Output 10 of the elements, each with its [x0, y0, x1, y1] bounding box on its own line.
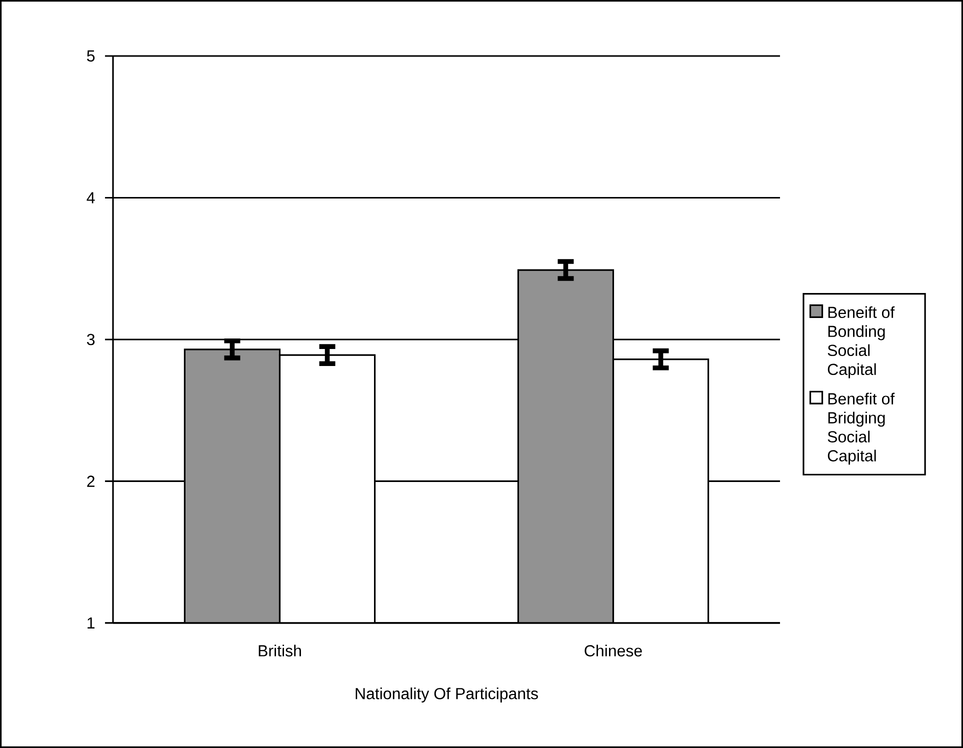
- y-tick-label: 4: [86, 192, 95, 204]
- y-tick-label: 1: [88, 617, 94, 628]
- legend-label: Beneift of Bonding Social Capital: [828, 306, 895, 378]
- x-tick-label: Chinese: [584, 644, 642, 656]
- x-tick-label: British: [258, 644, 301, 656]
- y-tick-label: 5: [87, 50, 95, 62]
- x-axis-title: Nationality Of Participants: [356, 688, 538, 702]
- y-tick-label: 3: [86, 334, 95, 346]
- text: Benefit of Bridging Social Capital: [828, 392, 895, 465]
- y-tick-label: 2: [87, 476, 94, 487]
